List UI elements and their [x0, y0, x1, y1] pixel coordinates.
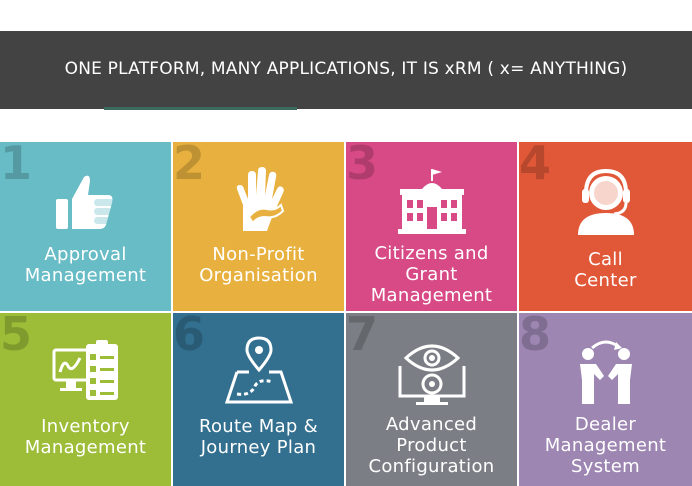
inventory-checklist-icon	[0, 337, 171, 407]
tile-number: 6	[173, 313, 206, 361]
tile-number: 2	[173, 142, 206, 190]
tile-inventory-management[interactable]: 5 Inventory Management	[0, 313, 171, 486]
tile-number: 1	[0, 142, 33, 190]
tile-number: 4	[519, 142, 552, 190]
banner-accent-bar	[104, 107, 297, 110]
tile-approval-management[interactable]: 1 Approval Management	[0, 142, 171, 311]
tile-label: Non-Profit Organisation	[199, 244, 318, 286]
tile-call-center[interactable]: 4 Call Center	[519, 142, 692, 311]
tile-label: Approval Management	[24, 244, 147, 286]
banner-title: ONE PLATFORM, MANY APPLICATIONS, IT IS x…	[64, 59, 628, 79]
route-map-icon	[173, 336, 344, 407]
tile-label: Call Center	[574, 249, 637, 291]
tile-label: Inventory Management	[24, 416, 147, 458]
configuration-monitor-icon	[346, 337, 517, 407]
tile-number: 7	[346, 313, 379, 361]
tile-number: 8	[519, 313, 552, 361]
tile-route-map-journey-plan[interactable]: 6 Route Map & Journey Plan	[173, 313, 344, 486]
tile-number: 5	[0, 313, 33, 361]
header-banner: ONE PLATFORM, MANY APPLICATIONS, IT IS x…	[0, 31, 692, 109]
tile-label: Advanced Product Configuration	[368, 414, 495, 477]
tile-label: Citizens and Grant Management	[370, 243, 493, 306]
tile-label: Route Map & Journey Plan	[198, 416, 319, 458]
tile-citizens-and-grant-management[interactable]: 3 Citizens and Grant Management	[346, 142, 517, 311]
government-building-icon	[346, 166, 517, 236]
headset-agent-icon	[519, 166, 692, 236]
tile-advanced-product-configuration[interactable]: 7 Advanced Product Configuration	[346, 313, 517, 486]
tile-dealer-management-system[interactable]: 8 Dealer Management System	[519, 313, 692, 486]
tile-number: 3	[346, 142, 379, 190]
helping-hands-icon	[173, 166, 344, 236]
tile-label: Dealer Management System	[544, 414, 667, 477]
dealer-handshake-icon	[519, 337, 692, 407]
thumbs-up-icon	[0, 166, 171, 236]
tile-non-profit-organisation[interactable]: 2 Non-Profit Organisation	[173, 142, 344, 311]
